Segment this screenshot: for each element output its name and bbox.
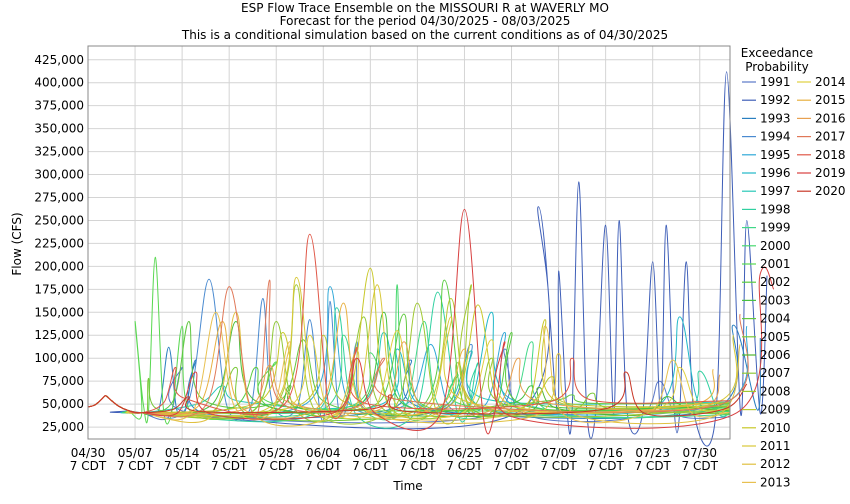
x-tick-label-time: 7 CDT — [164, 459, 201, 473]
chart-subtitle-2: This is a conditional simulation based o… — [181, 28, 668, 42]
legend-item-1998: 1998 — [760, 202, 791, 216]
x-tick-label: 07/30 — [682, 446, 717, 460]
legend-item-2015: 2015 — [815, 93, 846, 107]
legend-item-2004: 2004 — [760, 312, 791, 326]
x-axis-title: Time — [392, 479, 422, 493]
y-tick-label: 225,000 — [34, 236, 84, 250]
y-tick-label: 100,000 — [34, 351, 84, 365]
x-tick-label-time: 7 CDT — [211, 459, 248, 473]
legend-item-2018: 2018 — [815, 148, 846, 162]
x-tick-label: 06/04 — [306, 446, 341, 460]
y-tick-label: 50,000 — [42, 397, 84, 411]
legend-item-2006: 2006 — [760, 348, 791, 362]
legend-item-1994: 1994 — [760, 130, 791, 144]
y-tick-label: 400,000 — [34, 76, 84, 90]
x-tick-label-time: 7 CDT — [493, 459, 530, 473]
y-tick-label: 175,000 — [34, 282, 84, 296]
plot-frame — [87, 45, 731, 440]
legend-item-2003: 2003 — [760, 293, 791, 307]
legend-item-2007: 2007 — [760, 366, 791, 380]
x-tick-label: 05/28 — [259, 446, 294, 460]
x-tick-label: 07/23 — [635, 446, 670, 460]
series-lines — [87, 71, 775, 447]
x-tick-label-time: 7 CDT — [258, 459, 295, 473]
x-tick-label-time: 7 CDT — [399, 459, 436, 473]
legend-item-2009: 2009 — [760, 403, 791, 417]
x-tick-label-time: 7 CDT — [682, 459, 719, 473]
legend-title: Exceedance — [741, 46, 813, 60]
legend-item-2016: 2016 — [815, 111, 846, 125]
legend-item-1991: 1991 — [760, 75, 791, 89]
legend-item-2005: 2005 — [760, 330, 791, 344]
x-tick-label-time: 7 CDT — [446, 459, 483, 473]
x-tick-label-time: 7 CDT — [117, 459, 154, 473]
x-tick-label-time: 7 CDT — [305, 459, 342, 473]
chart-subtitle: Forecast for the period 04/30/2025 - 08/… — [280, 14, 571, 28]
legend-item-2014: 2014 — [815, 75, 846, 89]
x-tick-label: 06/11 — [353, 446, 388, 460]
x-tick-label: 05/07 — [118, 446, 153, 460]
chart-title: ESP Flow Trace Ensemble on the MISSOURI … — [241, 1, 609, 15]
y-tick-label: 250,000 — [34, 213, 84, 227]
y-tick-label: 375,000 — [34, 99, 84, 113]
series-line-2020 — [87, 371, 748, 417]
x-tick-label: 05/14 — [165, 446, 200, 460]
y-axis-title: Flow (CFS) — [10, 212, 24, 275]
y-tick-label: 75,000 — [42, 374, 84, 388]
legend-item-2008: 2008 — [760, 384, 791, 398]
legend-item-1996: 1996 — [760, 166, 791, 180]
legend-item-1992: 1992 — [760, 93, 791, 107]
x-tick-label: 07/09 — [541, 446, 576, 460]
legend-item-2010: 2010 — [760, 421, 791, 435]
legend: Exceedance Probability 1991 1992 1993 1994 1… — [741, 46, 846, 489]
x-tick-label-time: 7 CDT — [70, 459, 107, 473]
y-tick-label: 300,000 — [34, 168, 84, 182]
legend-item-2019: 2019 — [815, 166, 846, 180]
legend-item-2017: 2017 — [815, 130, 846, 144]
x-tick-label: 06/25 — [447, 446, 482, 460]
y-tick-label: 275,000 — [34, 191, 84, 205]
legend-item-2012: 2012 — [760, 457, 791, 471]
legend-item-2002: 2002 — [760, 275, 791, 289]
legend-item-1995: 1995 — [760, 148, 791, 162]
y-tick-label: 150,000 — [34, 305, 84, 319]
y-tick-label: 25,000 — [42, 420, 84, 434]
x-tick-label-time: 7 CDT — [587, 459, 624, 473]
y-tick-label: 200,000 — [34, 259, 84, 273]
x-tick-label: 07/16 — [588, 446, 623, 460]
legend-item-2001: 2001 — [760, 257, 791, 271]
x-tick-label: 06/18 — [400, 446, 435, 460]
legend-item-2013: 2013 — [760, 475, 791, 489]
legend-item-2000: 2000 — [760, 239, 791, 253]
x-tick-label: 04/30 — [71, 446, 106, 460]
x-tick-label: 07/02 — [494, 446, 529, 460]
x-tick-label-time: 7 CDT — [540, 459, 577, 473]
legend-item-1999: 1999 — [760, 221, 791, 235]
legend-item-2020: 2020 — [815, 184, 846, 198]
legend-title-line-2: Probability — [745, 60, 808, 74]
y-tick-label: 125,000 — [34, 328, 84, 342]
y-tick-label: 350,000 — [34, 122, 84, 136]
x-tick-label-time: 7 CDT — [352, 459, 389, 473]
x-tick-label-time: 7 CDT — [634, 459, 671, 473]
legend-item-1997: 1997 — [760, 184, 791, 198]
y-axis-ticks: 25,000 50,000 75,000 100,000 125,000 150,000 1… — [34, 53, 84, 434]
legend-item-1993: 1993 — [760, 111, 791, 125]
x-tick-label: 05/21 — [212, 446, 247, 460]
y-tick-label: 425,000 — [34, 53, 84, 67]
legend-item-2011: 2011 — [760, 439, 791, 453]
y-tick-label: 325,000 — [34, 145, 84, 159]
